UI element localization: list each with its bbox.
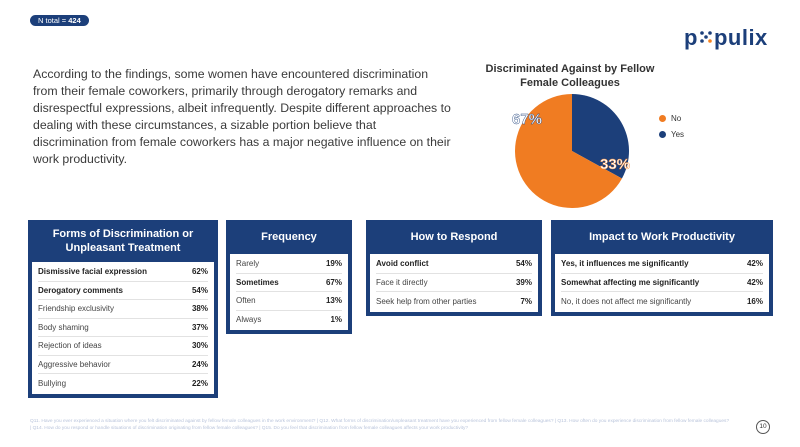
table-row: Always 1% <box>236 311 342 330</box>
table-row: Body shaming 37% <box>38 319 208 337</box>
n-total-label: N total = <box>38 16 69 25</box>
row-value: 30% <box>191 341 208 351</box>
legend-item-yes: Yes <box>659 126 684 142</box>
table-row: Often 13% <box>236 292 342 311</box>
panel-rows: Rarely 19% Sometimes 67% Often 13% Always 1% <box>230 254 348 330</box>
pie-label-yes: 33% <box>600 156 630 173</box>
row-value: 37% <box>191 322 208 332</box>
row-label: Friendship exclusivity <box>38 304 115 314</box>
row-value: 22% <box>191 378 208 388</box>
table-row: Yes, it influences me significantly 42% <box>561 255 763 274</box>
footnote: Q11. Have you ever experienced a situati… <box>30 419 730 431</box>
panel-impact-to-productivity: Impact to Work Productivity Yes, it infl… <box>551 220 773 316</box>
n-total-value: 424 <box>68 16 81 25</box>
row-value: 38% <box>191 304 208 314</box>
row-label: Often <box>236 296 256 306</box>
table-row: Aggressive behavior 24% <box>38 356 208 374</box>
row-label: Seek help from other parties <box>376 296 477 306</box>
pie-slice-yes <box>572 94 629 179</box>
logo-dots-icon <box>700 31 712 43</box>
panel-title: Frequency <box>261 231 317 243</box>
row-value: 13% <box>325 296 342 306</box>
populix-logo: p pulix <box>684 26 768 50</box>
table-row: Seek help from other parties 7% <box>376 292 532 311</box>
panel-title: How to Respond <box>410 231 498 243</box>
row-label: Derogatory comments <box>38 285 123 295</box>
table-row: Face it directly 39% <box>376 274 532 292</box>
row-label: Aggressive behavior <box>38 359 111 369</box>
row-label: Dismissive facial expression <box>38 267 147 277</box>
row-value: 67% <box>325 277 342 287</box>
row-value: 1% <box>330 315 342 325</box>
row-label: Somewhat affecting me significantly <box>561 277 700 287</box>
page-number: 10 <box>756 420 770 434</box>
row-value: 16% <box>746 296 763 306</box>
row-value: 39% <box>515 277 532 287</box>
table-row: Bullying 22% <box>38 374 208 393</box>
n-total-badge: N total = 424 <box>30 15 89 26</box>
panel-rows: Yes, it influences me significantly 42% So… <box>555 254 769 312</box>
row-value: 24% <box>191 359 208 369</box>
pie-chart-title: Discriminated Against by Fellow Female C… <box>485 63 655 89</box>
row-value: 54% <box>191 285 208 295</box>
summary-text: According to the findings, some women ha… <box>33 67 451 166</box>
panel-title: Forms of Discrimination or Unpleasant Tr… <box>52 228 194 254</box>
table-row: Avoid conflict 54% <box>376 255 532 274</box>
row-label: Body shaming <box>38 322 89 332</box>
row-value: 19% <box>325 259 342 269</box>
row-label: Avoid conflict <box>376 259 429 269</box>
panel-rows: Dismissive facial expression 62% Derogator… <box>32 262 214 394</box>
panel-how-to-respond: How to Respond Avoid conflict 54% Face it … <box>366 220 542 316</box>
row-label: Yes, it influences me significantly <box>561 259 689 269</box>
row-label: Rarely <box>236 259 260 269</box>
pie-legend: No Yes <box>659 110 684 142</box>
table-row: Somewhat affecting me significantly 42% <box>561 274 763 292</box>
row-value: 7% <box>520 296 532 306</box>
legend-label: No <box>671 113 682 123</box>
pie-chart: 67% 33% <box>512 94 630 208</box>
row-label: No, it does not affect me significantly <box>561 296 692 306</box>
legend-dot-icon <box>659 130 666 138</box>
logo-text-left: p <box>684 25 698 50</box>
table-row: Dismissive facial expression 62% <box>38 263 208 282</box>
table-row: No, it does not affect me significantly 1… <box>561 292 763 311</box>
row-label: Sometimes <box>236 277 279 287</box>
pie-slice-no <box>515 94 622 208</box>
row-value: 62% <box>191 267 208 277</box>
panel-forms-of-discrimination: Forms of Discrimination or Unpleasant Tr… <box>28 220 218 398</box>
row-label: Rejection of ideas <box>38 341 102 351</box>
logo-text-right: pulix <box>713 25 768 50</box>
row-value: 54% <box>515 259 532 269</box>
legend-dot-icon <box>659 114 666 122</box>
table-row: Friendship exclusivity 38% <box>38 300 208 319</box>
row-label: Bullying <box>38 378 67 388</box>
legend-item-no: No <box>659 110 684 126</box>
panel-title: Impact to Work Productivity <box>589 231 735 243</box>
table-row: Derogatory comments 54% <box>38 282 208 300</box>
table-row: Rarely 19% <box>236 255 342 274</box>
panel-frequency: Frequency Rarely 19% Sometimes 67% Often 13% A… <box>226 220 352 334</box>
row-label: Always <box>236 315 262 325</box>
table-row: Rejection of ideas 30% <box>38 337 208 356</box>
row-value: 42% <box>746 277 763 287</box>
panel-rows: Avoid conflict 54% Face it directly 39% Seek… <box>370 254 538 312</box>
pie-label-no: 67% <box>512 111 542 128</box>
legend-label: Yes <box>671 129 685 139</box>
row-value: 42% <box>746 259 763 269</box>
row-label: Face it directly <box>376 277 428 287</box>
table-row: Sometimes 67% <box>236 274 342 292</box>
